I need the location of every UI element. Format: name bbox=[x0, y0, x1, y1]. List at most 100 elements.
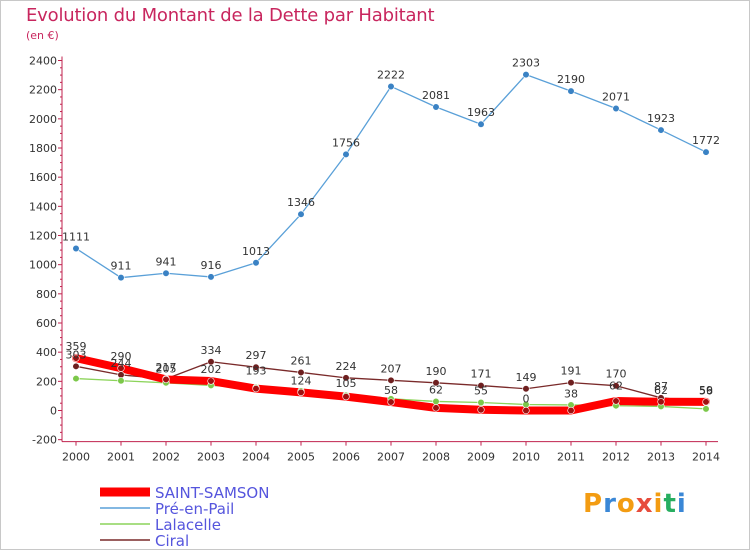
data-label-overlap: 62 bbox=[654, 384, 668, 397]
y-tick-label: 600 bbox=[36, 317, 57, 330]
data-point-ciral bbox=[207, 358, 215, 366]
data-point-saint-samson bbox=[477, 406, 485, 414]
logo-letter: i bbox=[653, 489, 664, 519]
data-point-ciral bbox=[72, 362, 80, 370]
data-label-saint-samson: 290 bbox=[111, 350, 132, 363]
y-tick-label: 1000 bbox=[29, 259, 57, 272]
x-tick-label: 2007 bbox=[377, 451, 405, 464]
chart-subtitle: (en €) bbox=[26, 29, 59, 42]
data-point-pr-en-pail bbox=[432, 103, 440, 111]
data-label-pr-en-pail: 1013 bbox=[242, 245, 270, 258]
data-point-lalacelle bbox=[702, 405, 710, 413]
y-tick-label: -200 bbox=[32, 434, 57, 447]
data-label-overlap: 55 bbox=[474, 384, 488, 397]
logo-letter: P bbox=[583, 489, 604, 519]
legend-label: SAINT-SAMSON bbox=[155, 484, 269, 502]
data-point-lalacelle bbox=[432, 397, 440, 406]
chart-title: Evolution du Montant de la Dette par Hab… bbox=[26, 5, 435, 26]
data-point-pr-en-pail bbox=[297, 210, 305, 218]
data-label-ciral: 297 bbox=[246, 349, 267, 362]
data-point-pr-en-pail bbox=[702, 148, 710, 156]
data-label-pr-en-pail: 2222 bbox=[377, 68, 405, 81]
legend-label: Pré-en-Pail bbox=[155, 500, 234, 518]
data-point-saint-samson bbox=[657, 398, 665, 406]
data-label-overlap: 105 bbox=[336, 377, 357, 390]
data-label-overlap: 193 bbox=[246, 364, 267, 377]
data-point-ciral bbox=[252, 363, 260, 371]
data-point-saint-samson bbox=[702, 398, 710, 406]
data-label-pr-en-pail: 2071 bbox=[602, 90, 630, 103]
data-point-ciral bbox=[342, 374, 350, 382]
data-point-pr-en-pail bbox=[117, 274, 125, 282]
series-line-pr-en-pail bbox=[75, 73, 707, 279]
data-label-overlap: 205 bbox=[156, 363, 177, 376]
data-labels: 1111 911 941 916 1013 1346 1756 2222 2081 1963 230… bbox=[62, 57, 720, 406]
data-point-saint-samson bbox=[432, 404, 440, 412]
data-label-overlap: 62 bbox=[429, 383, 443, 396]
proxiti-logo: Proxiti bbox=[583, 489, 687, 519]
data-point-pr-en-pail bbox=[72, 244, 80, 253]
data-label-ciral: 191 bbox=[561, 365, 582, 378]
chart-axes: -200 0 200 400 600 800 1000 1200 1400 1600 1800 200… bbox=[29, 55, 720, 464]
data-point-saint-samson bbox=[252, 385, 260, 393]
logo-letter: o bbox=[616, 489, 636, 519]
data-point-saint-samson bbox=[387, 398, 395, 406]
data-label-saint-samson: 0 bbox=[523, 393, 530, 406]
x-tick-label: 2009 bbox=[467, 451, 495, 464]
data-point-pr-en-pail bbox=[162, 269, 170, 277]
x-tick-label: 2003 bbox=[197, 451, 225, 464]
series-points bbox=[72, 71, 710, 415]
data-point-saint-samson bbox=[72, 354, 80, 362]
x-tick-label: 2008 bbox=[422, 451, 450, 464]
data-point-lalacelle bbox=[117, 377, 125, 385]
x-tick-label: 2012 bbox=[602, 451, 630, 464]
data-label-pr-en-pail: 1111 bbox=[62, 230, 90, 243]
data-point-pr-en-pail bbox=[387, 82, 395, 91]
data-point-ciral bbox=[477, 381, 485, 390]
x-tick-label: 2006 bbox=[332, 451, 360, 464]
data-point-saint-samson bbox=[117, 364, 125, 372]
y-tick-label: 2000 bbox=[29, 113, 57, 126]
data-point-ciral bbox=[387, 376, 395, 384]
data-point-pr-en-pail bbox=[342, 150, 350, 159]
data-label-overlap: 303 bbox=[66, 348, 87, 361]
data-label-ciral: 207 bbox=[381, 362, 402, 375]
x-tick-label: 2011 bbox=[557, 451, 585, 464]
data-label-overlap: 58 bbox=[384, 384, 398, 397]
x-tick-label: 2002 bbox=[152, 451, 180, 464]
data-label-overlap: 62 bbox=[609, 379, 623, 392]
x-tick-label: 2004 bbox=[242, 451, 270, 464]
data-point-saint-samson bbox=[342, 393, 350, 401]
legend-label: Lalacelle bbox=[155, 516, 221, 534]
y-tick-label: 1600 bbox=[29, 171, 57, 184]
x-tick-label: 2014 bbox=[692, 451, 720, 464]
data-label-pr-en-pail: 941 bbox=[156, 255, 177, 268]
data-point-ciral bbox=[522, 385, 530, 393]
data-label-ciral: 261 bbox=[291, 354, 312, 367]
y-tick-label: 800 bbox=[36, 288, 57, 301]
data-point-pr-en-pail bbox=[567, 87, 575, 95]
data-label-ciral: 190 bbox=[426, 365, 447, 378]
data-point-pr-en-pail bbox=[252, 259, 260, 267]
x-tick-label: 2013 bbox=[647, 451, 675, 464]
data-label-overlap: 202 bbox=[201, 363, 222, 376]
data-label-saint-samson: 359 bbox=[66, 340, 87, 353]
data-label-ciral: 334 bbox=[201, 344, 222, 357]
logo-letter: r bbox=[603, 489, 617, 519]
x-tick-label: 2005 bbox=[287, 451, 315, 464]
y-tick-label: 1400 bbox=[29, 200, 57, 213]
data-label-ciral: 170 bbox=[606, 368, 627, 381]
x-tick-label: 2010 bbox=[512, 451, 540, 464]
data-point-saint-samson bbox=[567, 406, 575, 415]
data-label-ciral: 217 bbox=[156, 361, 177, 374]
data-label-pr-en-pail: 1963 bbox=[467, 106, 495, 119]
data-label-ciral: 56 bbox=[699, 384, 713, 397]
data-label-pr-en-pail: 2303 bbox=[512, 57, 540, 70]
data-point-pr-en-pail bbox=[477, 120, 485, 128]
data-point-pr-en-pail bbox=[207, 273, 215, 281]
data-label-overlap: 244 bbox=[111, 357, 132, 370]
data-label-ciral: 87 bbox=[654, 380, 668, 393]
logo-letter: t bbox=[663, 489, 677, 519]
data-point-ciral bbox=[297, 368, 305, 377]
